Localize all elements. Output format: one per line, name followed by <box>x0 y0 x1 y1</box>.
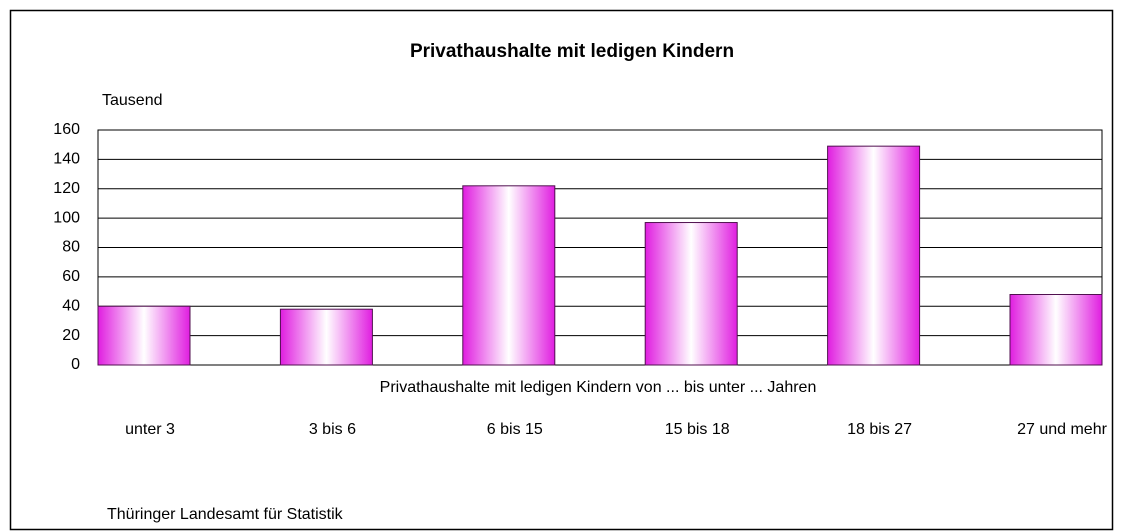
bar <box>827 145 921 366</box>
bar <box>1009 294 1103 366</box>
y-tick-label: 40 <box>62 297 80 314</box>
x-tick-label: unter 3 <box>125 421 175 438</box>
y-tick-label: 140 <box>53 151 80 168</box>
bar <box>644 222 738 366</box>
bar <box>279 308 373 366</box>
x-tick-label: 18 bis 27 <box>847 421 912 438</box>
source-note: Thüringer Landesamt für Statistik <box>107 506 344 523</box>
x-tick-label: 15 bis 18 <box>665 421 730 438</box>
y-tick-label: 20 <box>62 327 80 344</box>
x-axis-label: Privathaushalte mit ledigen Kindern von … <box>380 379 817 396</box>
y-axis-label: Tausend <box>102 92 163 109</box>
y-tick-label: 80 <box>62 239 80 256</box>
y-tick-label: 160 <box>53 121 80 138</box>
x-tick-label: 27 und mehr <box>1017 421 1108 438</box>
chart-frame <box>9 9 1114 531</box>
bar <box>97 305 191 366</box>
y-tick-label: 60 <box>62 268 80 285</box>
y-tick-label: 100 <box>53 209 80 226</box>
plot-frame <box>97 129 1103 366</box>
y-tick-label: 0 <box>71 356 80 373</box>
x-tick-label: 6 bis 15 <box>487 421 543 438</box>
bar <box>462 185 556 366</box>
y-tick-label: 120 <box>53 180 80 197</box>
x-tick-label: 3 bis 6 <box>309 421 356 438</box>
chart-title: Privathaushalte mit ledigen Kindern <box>410 41 734 62</box>
